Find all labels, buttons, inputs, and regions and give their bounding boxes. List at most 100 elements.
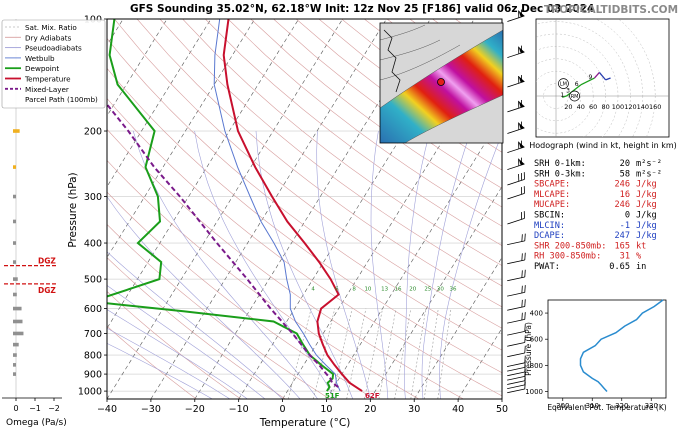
barb-flag — [520, 212, 523, 220]
skewt-panel: 1002003004005006007008009001000−40−30−20… — [1, 9, 526, 429]
pseudoadiabat--4 — [107, 285, 266, 399]
hodo-segment-4 — [593, 72, 600, 79]
hodo-height-label-9: 9 — [588, 74, 592, 81]
dry-adiabat-320 — [107, 98, 502, 397]
index-value-8: 165 — [614, 241, 630, 251]
mixing-ratio-36 — [437, 308, 452, 399]
map-contours — [380, 24, 461, 81]
barb-flag — [520, 187, 523, 195]
pseudoadiabat-0 — [107, 251, 283, 399]
barb-flag — [524, 233, 526, 241]
barb-flag — [518, 141, 520, 149]
hodo-height-label-3: 3 — [566, 88, 570, 95]
mixing-ratio-13 — [364, 308, 383, 399]
profile-mixed-layer-parcel-path-100mb- — [107, 102, 339, 388]
hodograph-panel: 136 9 LM RM 20 40 60 80 100 120 140 160 Hodograph … — [529, 18, 677, 150]
wind-barb-550 — [507, 285, 526, 297]
mixing-ratio-30 — [423, 308, 439, 399]
pseudoadiabat--8 — [107, 309, 248, 399]
omega-bar-500 — [13, 277, 18, 281]
mixing-ratio-label-8: 8 — [352, 287, 356, 293]
barb-staff — [507, 352, 525, 358]
pseudoadiabat-8 — [132, 130, 318, 399]
theta-e-line — [579, 299, 664, 393]
barb-flag — [521, 285, 523, 294]
dry-adiabat-400 — [227, 19, 502, 227]
barb-flag — [521, 312, 523, 321]
index-value-0: 20 — [620, 159, 630, 169]
barb-flag — [518, 173, 520, 182]
isotherm--60 — [107, 19, 256, 258]
barb-flag — [523, 211, 525, 219]
site-brand: TROPICALTIDBITS.COM — [544, 4, 678, 16]
surface-dewpoint-label: 51F — [325, 392, 340, 400]
omega-bar-700 — [13, 331, 24, 336]
omega-bar-800 — [13, 353, 17, 357]
omega-tick-label-1: −1 — [29, 404, 41, 413]
index-value-6: -1 — [620, 221, 630, 231]
ytick-label-1000: 1000 — [78, 387, 102, 398]
theta-ytick-label-800: 800 — [530, 362, 543, 370]
barb-flag — [521, 253, 523, 261]
index-value-2: 246 — [614, 180, 630, 190]
omega-bar-250 — [13, 165, 16, 169]
barb-staff — [507, 81, 525, 88]
skewt-frame — [106, 18, 503, 400]
wind-barb-700 — [507, 324, 526, 336]
index-value-9: 31 — [620, 252, 630, 262]
barb-staff — [507, 218, 525, 225]
barb-flag — [523, 172, 525, 180]
sounding-location-marker — [437, 78, 445, 86]
wind-barb-1000 — [507, 381, 526, 394]
omega-bar-750 — [13, 342, 19, 347]
theta-xtick-label-320: 320 — [615, 402, 628, 410]
wind-barb-250 — [507, 157, 525, 170]
xtick-label-30: 30 — [408, 404, 420, 415]
dry-adiabat-350 — [114, 19, 502, 329]
chart-title: GFS Sounding 35.02°N, 62.18°W Init: 12z … — [130, 3, 594, 15]
legend-label-7: Parcel Path (100mb) — [25, 95, 98, 104]
index-unit-7: J/kg — [636, 231, 657, 241]
xtick-label--20: −20 — [185, 404, 205, 415]
dry-adiabat-250 — [107, 325, 197, 399]
omega-bar-550 — [13, 292, 17, 297]
index-label-9: RH 300-850mb: — [534, 252, 601, 262]
dry-adiabat-410 — [250, 19, 502, 208]
wind-barb-750 — [507, 335, 526, 347]
barb-flag — [518, 10, 520, 18]
index-label-1: SRH 0-3km: — [534, 169, 586, 179]
theta-ytick-label-1000: 1000 — [525, 388, 543, 396]
hodo-segment-6 — [605, 77, 611, 81]
omega-bar-850 — [13, 363, 16, 367]
theta-xtick-label-330: 330 — [645, 402, 658, 410]
profile-wetbulb — [213, 19, 341, 392]
dgz-label-1: DGZ — [38, 286, 56, 295]
barb-flag — [520, 140, 523, 148]
xtick-label-50: 50 — [496, 404, 508, 415]
wind-barb-125 — [507, 45, 525, 58]
ytick-label-600: 600 — [84, 304, 102, 315]
barb-staff — [507, 193, 525, 200]
hodo-tick-100: 100 — [612, 103, 624, 111]
hodo-segment-0 — [562, 95, 567, 98]
barb-flag — [521, 299, 523, 308]
hodo-height-label-6: 6 — [575, 81, 579, 88]
barb-staff — [507, 380, 525, 385]
barb-staff — [507, 127, 525, 134]
barb-flag — [518, 46, 520, 54]
thermo-indices: SRH 0-1km: 20 m²s⁻² SRH 0-3km: 58 m²s⁻² SBCAPE… — [534, 159, 662, 272]
legend-label-5: Temperature — [24, 75, 71, 84]
index-value-7: 247 — [614, 231, 630, 241]
wind-barbs — [507, 9, 526, 394]
barb-flag — [520, 99, 523, 108]
dry-adiabat-260 — [107, 291, 242, 399]
omega-bar-200 — [13, 129, 20, 133]
index-value-4: 246 — [614, 200, 630, 210]
pseudoadiabat--12 — [107, 327, 231, 399]
wind-barb-175 — [507, 99, 525, 113]
hodo-segment-2 — [571, 84, 582, 93]
mixing-ratio-8 — [331, 308, 353, 399]
barb-staff — [507, 376, 525, 381]
index-label-2: SBCAPE: — [534, 180, 570, 190]
pseudoadiabat-20 — [316, 130, 371, 399]
